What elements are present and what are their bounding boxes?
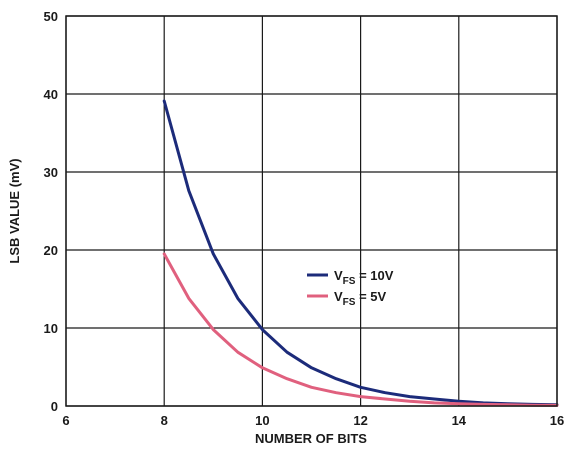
x-tick-label: 8 bbox=[161, 413, 168, 428]
legend-label-5v: VFS = 5V bbox=[334, 289, 386, 308]
legend-label-10v: VFS = 10V bbox=[334, 268, 394, 287]
y-tick-labels: 0 10 20 30 40 50 bbox=[44, 9, 58, 414]
x-tick-label: 14 bbox=[452, 413, 467, 428]
x-tick-labels: 6 8 10 12 14 16 bbox=[62, 413, 564, 428]
x-tick-label: 6 bbox=[62, 413, 69, 428]
x-tick-label: 16 bbox=[550, 413, 564, 428]
y-tick-label: 30 bbox=[44, 165, 58, 180]
y-axis-title: LSB VALUE (mV) bbox=[7, 158, 22, 263]
plot-frame bbox=[65, 15, 558, 407]
series-line-vfs-5v bbox=[162, 252, 559, 407]
x-axis-title: NUMBER OF BITS bbox=[255, 431, 367, 446]
x-tick-label: 10 bbox=[255, 413, 269, 428]
y-tick-label: 40 bbox=[44, 87, 58, 102]
y-tick-label: 0 bbox=[51, 399, 58, 414]
y-tick-label: 10 bbox=[44, 321, 58, 336]
y-tick-label: 20 bbox=[44, 243, 58, 258]
series-lines bbox=[162, 99, 559, 407]
legend: VFS = 10V VFS = 5V bbox=[307, 268, 394, 308]
plot-area bbox=[66, 16, 557, 406]
x-tick-label: 12 bbox=[353, 413, 367, 428]
y-tick-label: 50 bbox=[44, 9, 58, 24]
